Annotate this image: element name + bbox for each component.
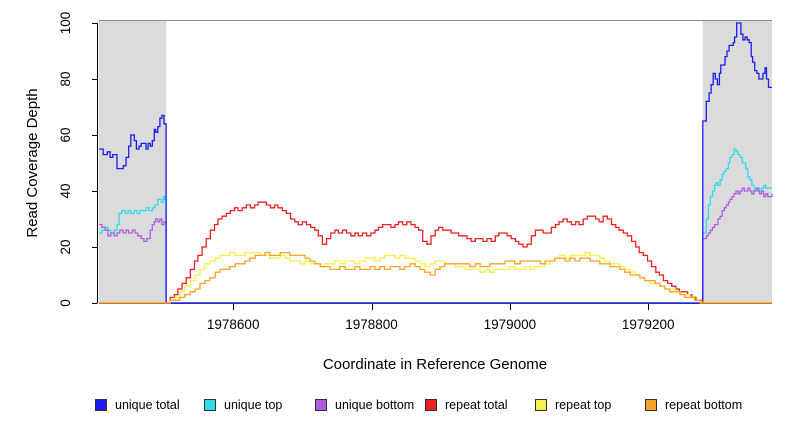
x-axis-label: Coordinate in Reference Genome <box>322 356 548 373</box>
legend-swatch-unique-total <box>95 399 107 411</box>
legend-item-repeat-total: repeat total <box>425 398 508 412</box>
legend-label: repeat bottom <box>665 398 743 412</box>
plot-area <box>92 20 773 310</box>
legend-label: unique bottom <box>335 398 415 412</box>
legend-swatch-repeat-top <box>535 399 547 411</box>
legend-label: unique total <box>115 398 180 412</box>
shaded-region <box>702 20 772 303</box>
legend-swatch-repeat-bottom <box>645 399 657 411</box>
series-line-unique-top <box>99 148 772 304</box>
legend: unique total unique top unique bottom repea… <box>0 398 792 414</box>
legend-swatch-unique-bottom <box>315 399 327 411</box>
legend-item-repeat-bottom: repeat bottom <box>645 398 742 412</box>
legend-item-repeat-top: repeat top <box>535 398 611 412</box>
series-line-repeat-total <box>99 201 772 304</box>
legend-label: unique top <box>224 398 283 412</box>
legend-swatch-repeat-total <box>425 399 437 411</box>
series-line-repeat-top <box>99 251 772 304</box>
legend-label: repeat total <box>445 398 508 412</box>
legend-label: repeat top <box>555 398 612 412</box>
legend-item-unique-total: unique total <box>95 398 180 412</box>
legend-item-unique-bottom: unique bottom <box>315 398 414 412</box>
series-line-unique-total <box>99 22 772 304</box>
legend-item-unique-top: unique top <box>204 398 282 412</box>
shaded-region <box>99 20 167 303</box>
series-line-repeat-bottom <box>99 251 772 304</box>
series-line-unique-bottom <box>99 187 773 304</box>
y-axis-label: Read Coverage Depth <box>24 88 41 238</box>
legend-swatch-unique-top <box>204 399 216 411</box>
